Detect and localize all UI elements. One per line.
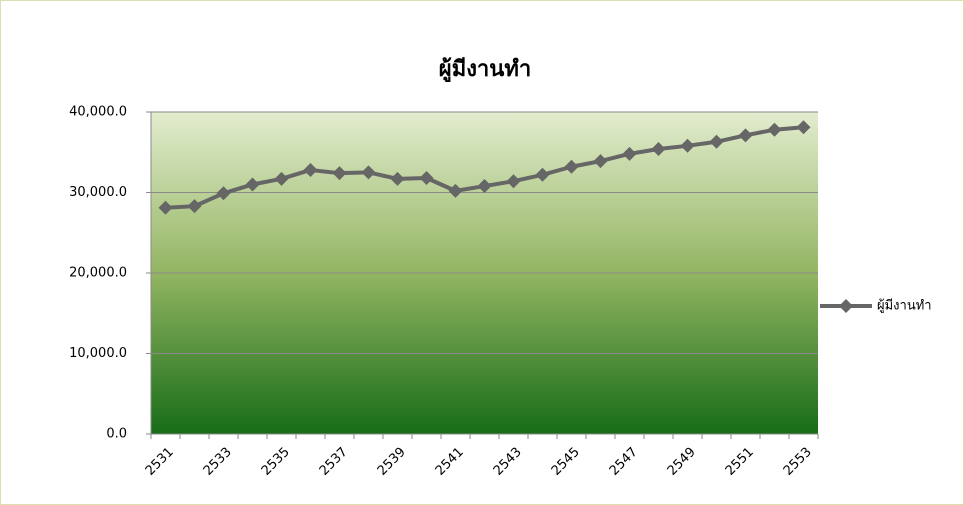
data-point [709, 134, 724, 149]
y-tick-label: 20,000.0 [69, 266, 127, 281]
data-point [535, 167, 550, 182]
legend-label: ผู้มีงานทำ [877, 298, 932, 314]
data-point [419, 171, 434, 186]
data-point [622, 146, 637, 161]
data-point [738, 128, 753, 143]
data-point [274, 171, 289, 186]
data-point [506, 174, 521, 189]
data-point [361, 165, 376, 180]
y-tick-label: 40,000.0 [69, 105, 127, 120]
data-point [448, 183, 463, 198]
data-point [216, 186, 231, 201]
y-tick-label: 10,000.0 [69, 346, 127, 361]
y-tick-label: 30,000.0 [69, 185, 127, 200]
chart-title: ผู้มีงานทำ [439, 57, 531, 83]
data-point [187, 199, 202, 214]
data-point [332, 166, 347, 181]
data-point [477, 179, 492, 194]
data-point [651, 142, 666, 157]
data-point [796, 120, 811, 135]
data-point [303, 162, 318, 177]
data-point [245, 177, 260, 192]
y-tick-label: 0.0 [106, 427, 127, 442]
legend-marker [839, 299, 853, 313]
data-point [593, 154, 608, 169]
data-point [564, 159, 579, 174]
data-point [390, 171, 405, 186]
data-point [680, 138, 695, 153]
data-point [767, 122, 782, 137]
data-point [158, 200, 173, 215]
